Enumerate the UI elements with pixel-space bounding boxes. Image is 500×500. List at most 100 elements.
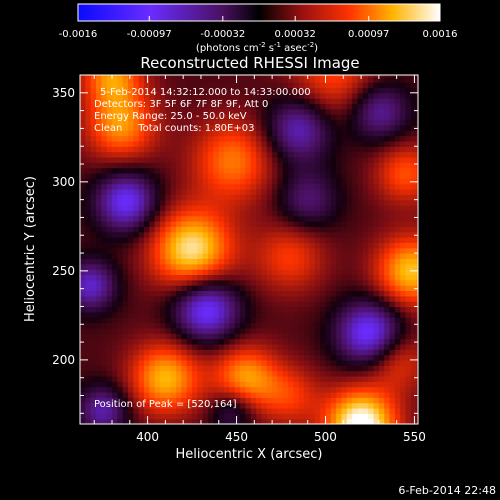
heatmap-cell — [181, 333, 188, 340]
heatmap-cell — [186, 375, 193, 382]
heatmap-cell — [181, 215, 188, 222]
heatmap-cell — [202, 274, 209, 281]
heatmap-cell — [410, 349, 417, 356]
heatmap-cell — [400, 92, 407, 99]
heatmap-cell — [394, 194, 401, 201]
heatmap-cell — [117, 343, 124, 350]
heatmap-cell — [250, 322, 257, 329]
heatmap-cell — [293, 167, 300, 174]
heatmap-cell — [394, 146, 401, 153]
heatmap-cell — [352, 295, 359, 302]
heatmap-cell — [245, 210, 252, 217]
heatmap-cell — [304, 370, 311, 377]
heatmap-cell — [138, 381, 145, 388]
heatmap-cell — [133, 103, 140, 110]
heatmap-cell — [256, 130, 263, 137]
heatmap-cell — [181, 178, 188, 185]
heatmap-cell — [352, 370, 359, 377]
heatmap-cell — [256, 98, 263, 105]
heatmap-cell — [288, 146, 295, 153]
heatmap-cell — [149, 359, 156, 366]
heatmap-cell — [245, 274, 252, 281]
heatmap-cell — [277, 274, 284, 281]
heatmap-cell — [400, 269, 407, 276]
heatmap-cell — [288, 402, 295, 409]
heatmap-cell — [224, 349, 231, 356]
heatmap-cell — [112, 311, 118, 318]
heatmap-cell — [154, 151, 161, 158]
heatmap-cell — [122, 386, 129, 393]
heatmap-cell — [165, 140, 172, 147]
heatmap-cell — [176, 402, 182, 409]
heatmap-cell — [122, 146, 129, 153]
heatmap-cell — [389, 188, 396, 195]
heatmap-cell — [80, 359, 86, 366]
detectors-label: Detectors: 3F 5F 6F 7F 8F 9F, Att 0 — [94, 99, 268, 110]
heatmap-cell — [352, 263, 359, 270]
heatmap-cell — [394, 82, 401, 89]
heatmap-cell — [368, 162, 375, 169]
heatmap-cell — [288, 162, 295, 169]
heatmap-cell — [213, 199, 220, 206]
heatmap-cell — [197, 263, 204, 270]
heatmap-cell — [133, 274, 140, 281]
heatmap-cell — [202, 194, 209, 201]
heatmap-cell — [304, 188, 311, 195]
heatmap-cell — [336, 156, 343, 163]
heatmap-cell — [101, 156, 108, 163]
heatmap-cell — [154, 114, 161, 121]
heatmap-cell — [373, 87, 380, 94]
heatmap-cell — [346, 375, 353, 382]
heatmap-cell — [240, 295, 247, 302]
heatmap-cell — [357, 359, 364, 366]
heatmap-cell — [176, 290, 182, 297]
heatmap-cell — [224, 295, 231, 302]
heatmap-cell — [122, 343, 129, 350]
heatmap-cell — [181, 210, 188, 217]
heatmap-cell — [400, 306, 407, 313]
heatmap-cell — [197, 247, 204, 254]
heatmap-cell — [261, 226, 268, 233]
heatmap-cell — [112, 172, 118, 179]
heatmap-cell — [80, 210, 86, 217]
heatmap-cell — [277, 188, 284, 195]
heatmap-cell — [240, 349, 247, 356]
heatmap-cell — [218, 135, 225, 142]
heatmap-cell — [304, 274, 311, 281]
heatmap-cell — [309, 188, 316, 195]
heatmap-cell — [272, 140, 279, 147]
heatmap-cell — [213, 140, 220, 147]
heatmap-cell — [362, 119, 369, 126]
heatmap-cell — [405, 407, 412, 414]
heatmap-cell — [346, 269, 353, 276]
heatmap-cell — [368, 317, 375, 324]
heatmap-cell — [309, 333, 316, 340]
heatmap-cell — [373, 413, 380, 420]
heatmap-cell — [320, 317, 327, 324]
heatmap-cell — [240, 183, 247, 190]
heatmap-cell — [325, 381, 332, 388]
heatmap-cell — [336, 146, 343, 153]
heatmap-cell — [384, 370, 391, 377]
heatmap-cell — [128, 327, 134, 334]
heatmap-cell — [128, 140, 134, 147]
heatmap-cell — [272, 311, 279, 318]
heatmap-cell — [346, 407, 353, 414]
heatmap-cell — [330, 333, 337, 340]
heatmap-cell — [149, 338, 156, 345]
heatmap-cell — [112, 183, 118, 190]
heatmap-cell — [90, 199, 97, 206]
heatmap-cell — [154, 295, 161, 302]
heatmap-cell — [272, 274, 279, 281]
heatmap-cell — [192, 301, 199, 308]
heatmap-cell — [213, 397, 220, 404]
heatmap-cell — [101, 247, 108, 254]
heatmap-cell — [341, 114, 348, 121]
heatmap-cell — [256, 167, 263, 174]
heatmap-cell — [330, 365, 337, 372]
heatmap-cell — [197, 92, 204, 99]
heatmap-cell — [320, 290, 327, 297]
heatmap-cell — [149, 306, 156, 313]
heatmap-cell — [149, 119, 156, 126]
heatmap-cell — [117, 108, 124, 115]
